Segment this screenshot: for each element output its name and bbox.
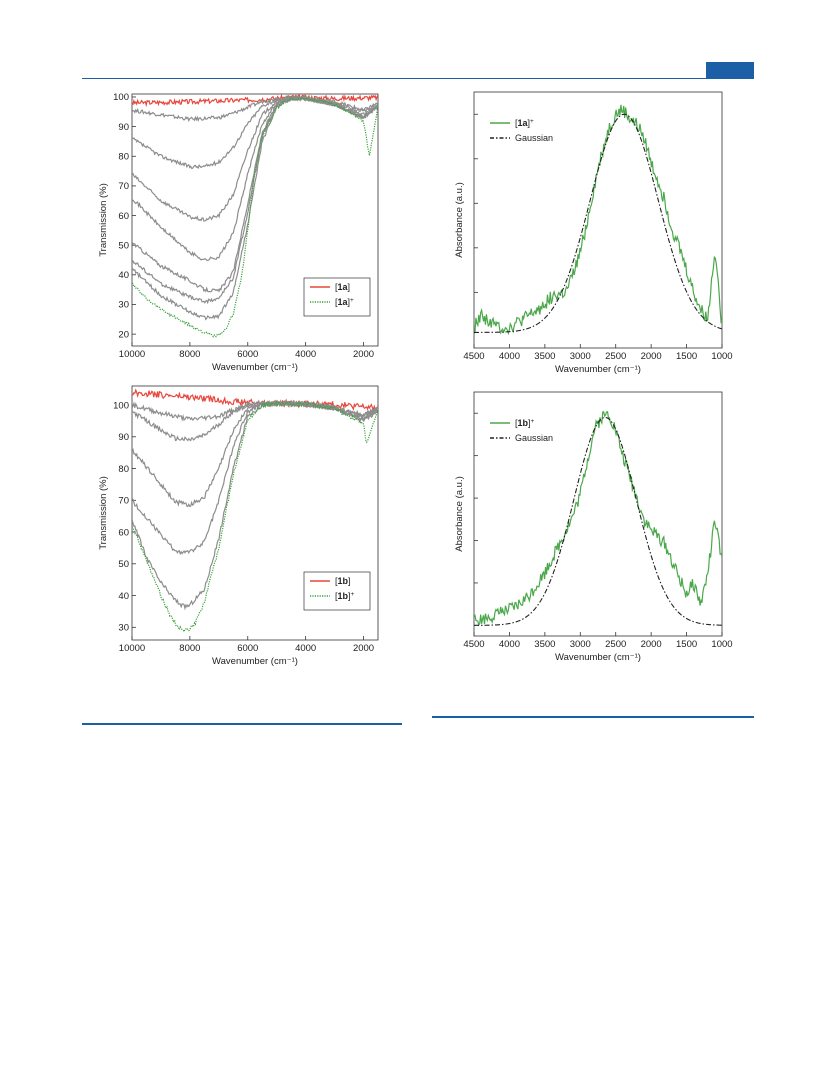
series-line--1b [132, 399, 378, 634]
y-tick-label: 40 [118, 270, 129, 281]
header-rule [82, 78, 754, 79]
plot-frame [473, 391, 723, 637]
y-tick-label: 80 [118, 151, 129, 162]
series-line-intermediate-4 [132, 399, 378, 556]
legend-box [303, 571, 371, 611]
y-tick-label: 100 [113, 92, 129, 103]
y-tick-label: 90 [118, 432, 129, 443]
series-line-intermediate-5 [132, 400, 378, 611]
chart-absorbance-1a: 4500 4000 3500 3000 2500 2000 1500 1000 Wavenumb… [454, 91, 733, 375]
plot-frame [131, 93, 379, 347]
x-tick-label: 4000 [295, 643, 316, 654]
chart-transmission-1a: 10000 8000 6000 4000 2000 20 30 40 50 60 70 80 90 100… [98, 92, 379, 373]
legend-label: [1b] [335, 576, 351, 586]
y-tick-label: 50 [118, 559, 129, 570]
legend-box [303, 277, 371, 317]
x-tick-label: 2000 [353, 349, 374, 360]
y-tick-label: 40 [118, 591, 129, 602]
y-axis-label: Absorbance (a.u.) [454, 182, 465, 258]
x-tick-label: 8000 [179, 349, 200, 360]
x-tick-label: 4000 [499, 639, 520, 650]
x-tick-label: 1500 [676, 351, 697, 362]
series-line--1a [132, 94, 378, 108]
x-axis-label: Wavenumber (cm⁻¹) [555, 652, 641, 663]
series-line-intermediate-5 [132, 95, 378, 293]
x-tick-label: 10000 [119, 643, 145, 654]
x-tick-label: 2000 [641, 351, 662, 362]
x-tick-label: 4000 [295, 349, 316, 360]
series-line-intermediate-1 [132, 94, 378, 123]
y-tick-label: 100 [113, 400, 129, 411]
y-axis-label: Transmission (%) [98, 476, 109, 550]
series-line-intermediate-4 [132, 95, 378, 261]
series-line-intermediate-2 [132, 399, 378, 442]
y-axis-label: Transmission (%) [98, 183, 109, 257]
x-tick-label: 2500 [605, 639, 626, 650]
x-tick-label: 6000 [237, 349, 258, 360]
y-tick-label: 80 [118, 464, 129, 475]
series-line-gaussian [474, 416, 722, 626]
chart-absorbance-1b: 4500 4000 3500 3000 2500 2000 1500 1000 Wavenumb… [454, 391, 733, 663]
legend-label: [1a]+ [335, 297, 354, 307]
x-axis-label: Wavenumber (cm⁻¹) [555, 364, 641, 375]
x-tick-label: 6000 [237, 643, 258, 654]
section-divider-right [432, 716, 754, 718]
y-axis-label: Absorbance (a.u.) [454, 476, 465, 552]
y-tick-label: 70 [118, 496, 129, 507]
y-tick-label: 30 [118, 623, 129, 634]
y-tick-label: 60 [118, 211, 129, 222]
series-line-intermediate-6 [132, 95, 378, 305]
legend-label: Gaussian [515, 133, 553, 143]
y-tick-label: 90 [118, 122, 129, 133]
chart-transmission-1b: 10000 8000 6000 4000 2000 30 40 50 60 70 80 90 100 Wa… [98, 385, 379, 667]
x-tick-label: 3000 [570, 639, 591, 650]
y-tick-label: 50 [118, 240, 129, 251]
legend-label: [1a]+ [515, 118, 534, 128]
x-tick-label: 2000 [641, 639, 662, 650]
y-tick-label: 30 [118, 300, 129, 311]
x-tick-label: 1000 [711, 639, 732, 650]
x-tick-label: 4500 [463, 639, 484, 650]
x-tick-label: 1500 [676, 639, 697, 650]
header-tab [706, 62, 754, 78]
legend-label: [1b]+ [515, 418, 535, 428]
x-tick-label: 4000 [499, 351, 520, 362]
x-tick-label: 3500 [534, 639, 555, 650]
x-tick-label: 3000 [570, 351, 591, 362]
series-line--1a [474, 104, 722, 336]
x-tick-label: 3500 [534, 351, 555, 362]
series-line-intermediate-3 [132, 399, 378, 508]
x-axis-label: Wavenumber (cm⁻¹) [212, 362, 298, 373]
x-tick-label: 2500 [605, 351, 626, 362]
series-line-gaussian [474, 113, 722, 333]
series-line--1b [474, 411, 722, 627]
series-line-intermediate-7 [132, 94, 378, 321]
legend-label: [1b]+ [335, 591, 355, 601]
y-tick-label: 70 [118, 181, 129, 192]
plot-frame [473, 91, 723, 349]
x-tick-label: 2000 [353, 643, 374, 654]
y-tick-label: 20 [118, 329, 129, 340]
series-line--1a [132, 95, 378, 338]
legend-label: Gaussian [515, 433, 553, 443]
x-axis-label: Wavenumber (cm⁻¹) [212, 656, 298, 667]
section-divider-left [82, 723, 402, 725]
x-tick-label: 4500 [463, 351, 484, 362]
plot-frame [131, 385, 379, 641]
x-tick-label: 1000 [711, 351, 732, 362]
x-tick-label: 8000 [179, 643, 200, 654]
legend-label: [1a] [335, 282, 350, 292]
y-tick-label: 60 [118, 527, 129, 538]
x-tick-label: 10000 [119, 349, 145, 360]
